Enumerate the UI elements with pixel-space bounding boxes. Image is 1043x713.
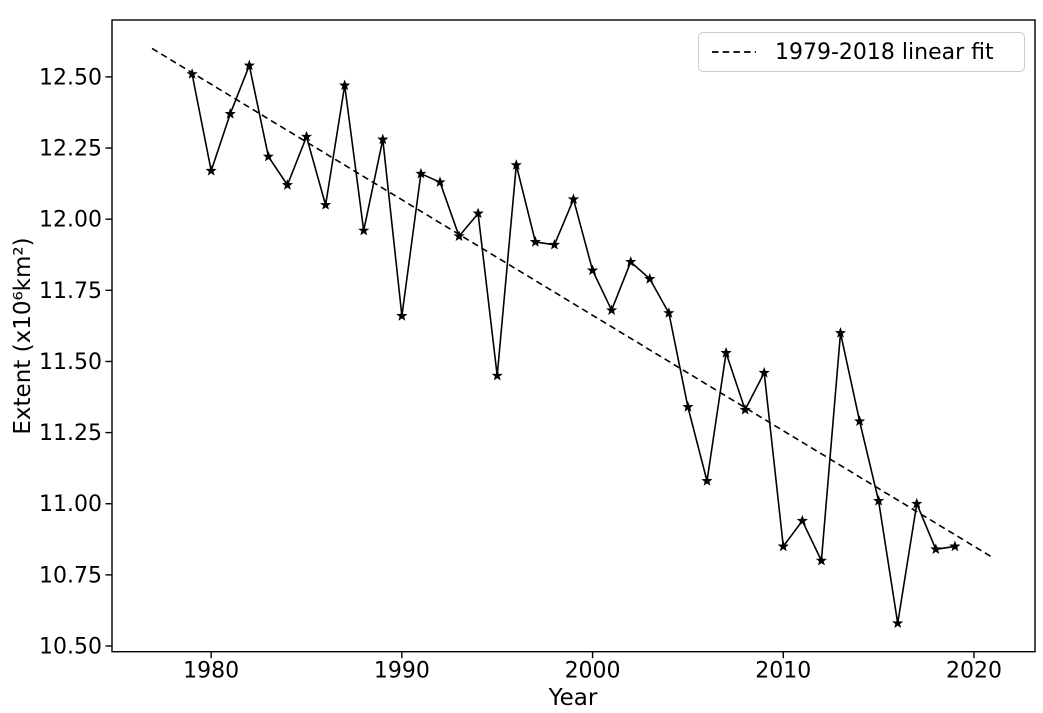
- data-point-marker: [453, 230, 465, 241]
- data-point-marker: [930, 543, 942, 554]
- data-point-marker: [358, 224, 370, 236]
- data-point-marker: [186, 68, 198, 79]
- data-point-marker: [834, 327, 846, 338]
- x-tick-label: 2010: [755, 659, 811, 684]
- x-tick-label: 2000: [565, 659, 621, 684]
- data-point-marker: [949, 540, 961, 552]
- data-point-marker: [873, 495, 885, 506]
- data-point-marker: [434, 176, 446, 187]
- data-point-marker: [606, 304, 618, 316]
- data-point-marker: [796, 514, 808, 526]
- data-point-marker: [853, 415, 866, 427]
- data-point-marker: [701, 475, 713, 486]
- data-point-marker: [243, 59, 255, 71]
- data-point-marker: [586, 264, 599, 276]
- data-point-marker: [415, 167, 427, 179]
- data-point-marker: [510, 159, 522, 170]
- y-tick-label: 12.50: [39, 65, 102, 90]
- x-tick-label: 1980: [183, 659, 239, 684]
- data-point-marker: [720, 347, 732, 358]
- x-tick-label: 2020: [946, 659, 1002, 684]
- y-tick-label: 11.00: [39, 492, 102, 517]
- linear-fit-line-group: [151, 47, 994, 559]
- data-point-marker: [396, 310, 408, 321]
- data-point-marker: [339, 79, 351, 91]
- extent-series-line: [191, 64, 956, 625]
- data-point-marker: [758, 366, 770, 378]
- data-point-marker: [644, 273, 656, 284]
- data-point-marker: [567, 193, 580, 204]
- data-point-marker: [281, 179, 294, 190]
- y-tick-label: 11.50: [39, 350, 102, 375]
- legend-label: 1979-2018 linear fit: [775, 39, 994, 65]
- data-point-marker: [663, 307, 675, 318]
- y-tick-label: 11.75: [39, 279, 102, 304]
- y-tick-label: 10.50: [39, 635, 102, 660]
- data-point-marker: [377, 133, 389, 145]
- data-point-marker: [491, 369, 503, 381]
- data-point-marker: [625, 256, 637, 267]
- data-point-marker: [472, 207, 484, 219]
- data-point-marker: [682, 401, 694, 412]
- linear-fit-line: [151, 47, 994, 559]
- plot-border: [111, 19, 1036, 653]
- x-axis-label: Year: [548, 685, 598, 711]
- data-point-marker: [319, 199, 332, 210]
- data-point-marker: [911, 497, 923, 509]
- data-point-marker: [739, 403, 751, 415]
- data-point-marker: [300, 130, 313, 142]
- y-tick-label: 11.25: [39, 421, 102, 446]
- y-tick-label: 12.00: [39, 208, 102, 233]
- x-tick-label: 1990: [374, 659, 430, 684]
- legend-dashed-line-sample: [712, 51, 756, 53]
- data-point-marker: [815, 554, 828, 566]
- data-point-marker: [548, 238, 561, 250]
- y-tick-label: 10.75: [39, 563, 102, 588]
- y-axis-label: Extent (x10⁶km²): [10, 237, 36, 434]
- axes-group: 1980 1990 2000 2010 2020 10.50 10.75 11.00 11.25…: [39, 19, 1036, 684]
- data-point-marker: [205, 164, 217, 176]
- data-point-marker: [529, 236, 541, 247]
- data-point-marker: [262, 150, 274, 162]
- data-point-marker: [892, 617, 904, 629]
- legend: 1979-2018 linear fit: [698, 32, 1025, 72]
- data-point-marker: [224, 108, 236, 119]
- y-tick-label: 12.25: [39, 137, 102, 162]
- extent-series-group: [186, 59, 961, 629]
- data-point-marker: [777, 540, 789, 552]
